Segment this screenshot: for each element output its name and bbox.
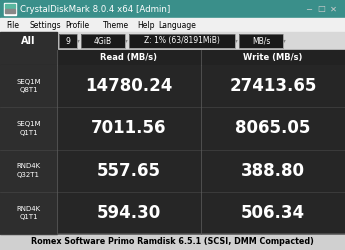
Text: 27413.65: 27413.65 (229, 77, 317, 95)
Bar (0, 50, 57, 65)
Bar (0, 65, 345, 107)
Text: Read (MB/s): Read (MB/s) (100, 53, 158, 62)
Text: Z: 1% (63/8191MiB): Z: 1% (63/8191MiB) (144, 36, 220, 46)
Text: 4GiB: 4GiB (94, 36, 112, 46)
Bar (0, 65, 57, 107)
Text: 9: 9 (66, 36, 70, 46)
Text: RND4K
Q1T1: RND4K Q1T1 (17, 206, 41, 220)
Text: File: File (6, 20, 19, 30)
Bar (4, 3, 16, 15)
Text: Romex Software Primo Ramdisk 6.5.1 (SCSI, DMM Compacted): Romex Software Primo Ramdisk 6.5.1 (SCSI… (31, 238, 314, 246)
Bar (0, 32, 345, 50)
Text: 557.65: 557.65 (97, 162, 161, 180)
Bar (5, 9, 15, 13)
Text: Language: Language (158, 20, 196, 30)
Bar (129, 34, 235, 48)
Bar (0, 192, 57, 234)
Bar (0, 192, 345, 234)
Text: Write (MB/s): Write (MB/s) (243, 53, 303, 62)
Text: 14780.24: 14780.24 (85, 77, 173, 95)
Bar (239, 34, 283, 48)
Text: Help: Help (137, 20, 155, 30)
Text: 506.34: 506.34 (241, 204, 305, 222)
Bar (0, 107, 57, 150)
Bar (81, 34, 125, 48)
Bar (5, 4, 15, 8)
Text: ✕: ✕ (329, 4, 336, 14)
Text: ─: ─ (306, 4, 312, 14)
Text: Profile: Profile (65, 20, 89, 30)
Text: ▾: ▾ (125, 38, 128, 44)
Bar (0, 107, 345, 150)
Bar (0, 0, 345, 18)
Text: ▾: ▾ (283, 38, 286, 44)
Bar (0, 18, 345, 32)
Text: ▾: ▾ (77, 38, 80, 44)
Bar (0, 234, 345, 250)
Text: ▾: ▾ (235, 38, 238, 44)
Text: 7011.56: 7011.56 (91, 120, 167, 138)
Text: SEQ1M
Q1T1: SEQ1M Q1T1 (16, 121, 41, 136)
Text: MB/s: MB/s (252, 36, 270, 46)
Text: RND4K
Q32T1: RND4K Q32T1 (17, 164, 41, 178)
Text: 594.30: 594.30 (97, 204, 161, 222)
Text: 8065.05: 8065.05 (235, 120, 311, 138)
Text: Settings: Settings (30, 20, 62, 30)
Text: □: □ (317, 4, 325, 14)
Bar (0, 150, 57, 192)
Text: 388.80: 388.80 (241, 162, 305, 180)
Text: CrystalDiskMark 8.0.4 x64 [Admin]: CrystalDiskMark 8.0.4 x64 [Admin] (20, 4, 170, 14)
Text: Theme: Theme (103, 20, 129, 30)
Text: SEQ1M
Q8T1: SEQ1M Q8T1 (16, 79, 41, 93)
Bar (0, 150, 345, 192)
Bar (0, 50, 345, 65)
Bar (0, 32, 57, 50)
Bar (59, 34, 77, 48)
Text: All: All (21, 36, 36, 46)
